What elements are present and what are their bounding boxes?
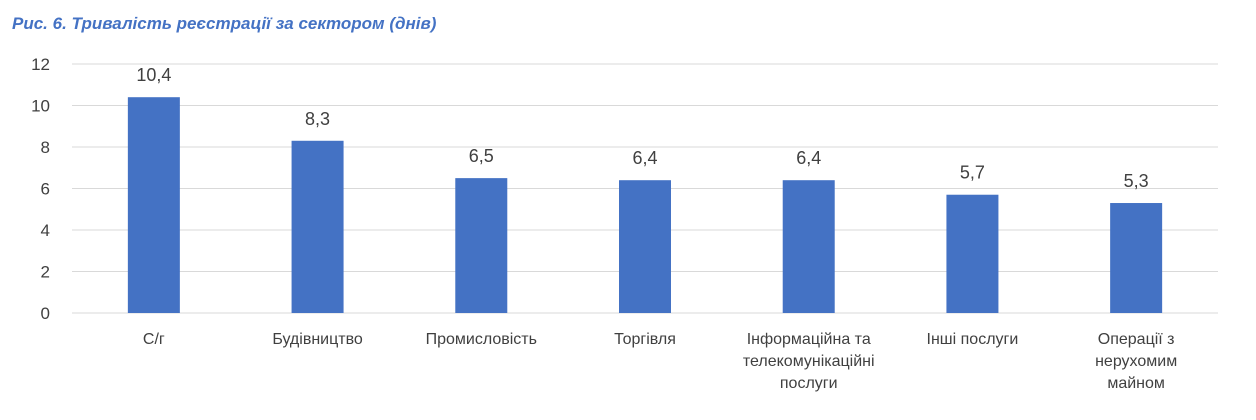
data-labels: 10,4 8,3 6,5 6,4 6,4 5,7 5,3 [136, 65, 1148, 191]
x-tick-label: Інформаційна та телекомунікаційні послуги [743, 331, 875, 392]
bar-3 [619, 180, 671, 313]
data-label: 6,5 [469, 146, 494, 166]
y-tick-label: 0 [41, 304, 50, 323]
y-tick-label: 10 [31, 97, 50, 116]
bar-5 [946, 194, 999, 313]
y-tick-label: 4 [41, 221, 50, 240]
y-axis-ticks: 0 2 4 6 8 10 12 [31, 55, 50, 323]
x-tick-label: Промисловість [426, 331, 537, 348]
y-tick-label: 8 [41, 138, 50, 157]
y-tick-label: 2 [41, 263, 50, 282]
bar-4 [782, 180, 835, 313]
bar-0 [127, 97, 180, 313]
data-label: 5,7 [960, 163, 985, 183]
x-tick-label: Будівництво [272, 331, 363, 348]
data-label: 6,4 [796, 148, 821, 168]
x-tick-label: Операції з нерухомим майном [1095, 331, 1177, 392]
bar-1 [291, 140, 344, 313]
x-tick-label: Інші послуги [927, 331, 1019, 348]
chart-title: Рис. 6. Тривалість реєстрації за секторо… [12, 14, 437, 33]
y-tick-label: 12 [31, 55, 50, 74]
x-axis-ticks: С/г Будівництво Промисловість Торгівля Інфор… [143, 331, 1177, 392]
x-tick-label: С/г [143, 331, 165, 348]
bar-6 [1110, 203, 1163, 313]
data-label: 10,4 [136, 65, 171, 85]
y-tick-label: 6 [41, 180, 50, 199]
bar-2 [455, 178, 508, 313]
x-tick-label: Торгівля [614, 331, 676, 348]
data-label: 6,4 [632, 148, 657, 168]
data-label: 8,3 [305, 109, 330, 129]
data-label: 5,3 [1124, 171, 1149, 191]
bars [127, 97, 1163, 313]
